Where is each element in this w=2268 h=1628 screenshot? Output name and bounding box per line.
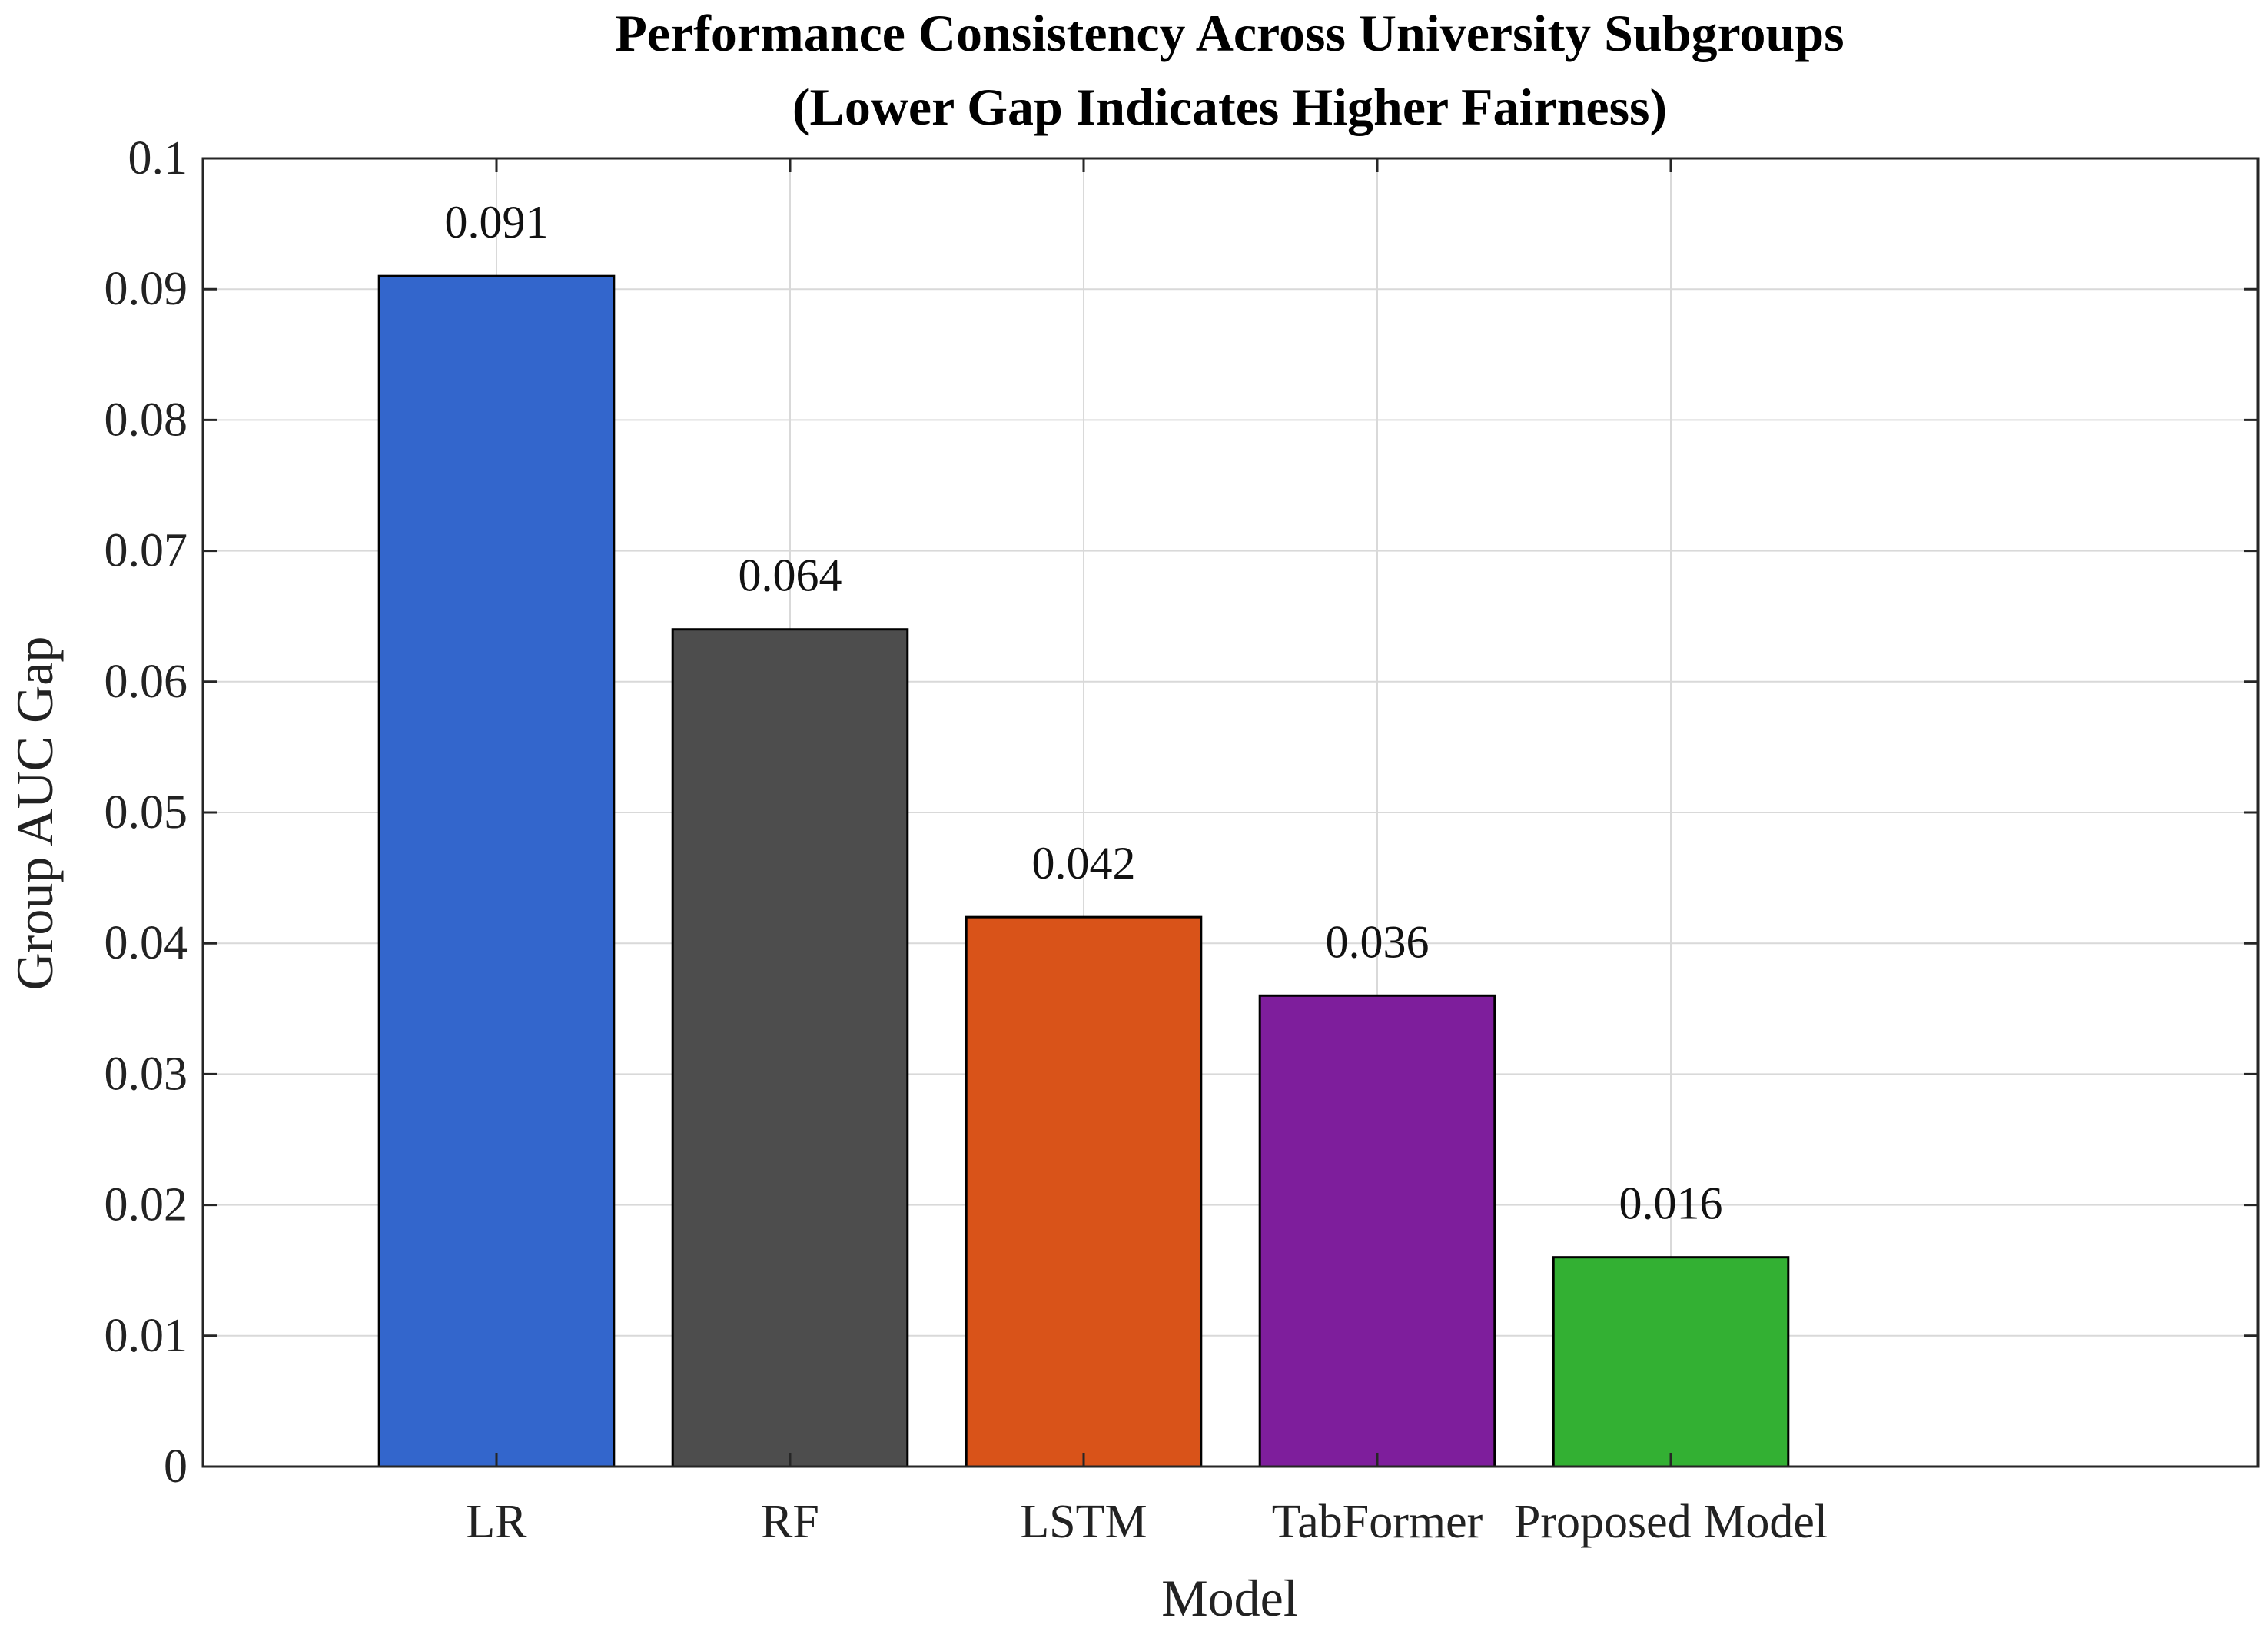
y-tick-label: 0.07	[105, 525, 188, 577]
y-tick-label: 0.03	[105, 1048, 188, 1100]
bar-lstm	[965, 915, 1203, 1468]
data-label: 0.042	[1032, 838, 1136, 889]
y-tick-label: 0.02	[105, 1179, 188, 1231]
bar-tabformer	[1258, 994, 1496, 1468]
x-tick-label: LR	[466, 1496, 527, 1548]
y-tick-label: 0.05	[105, 786, 188, 839]
bar-proposed-model	[1552, 1256, 1790, 1468]
axis-layer: 0 0.01 0.02 0.03 0.04 0.05 0.06 0.07 0.08 0.09 0.1…	[105, 132, 2260, 1548]
y-tick-label: 0.04	[105, 917, 188, 969]
data-label: 0.016	[1619, 1178, 1723, 1229]
data-label-layer: 0.091 0.064 0.042 0.036 0.016	[445, 197, 1723, 1229]
y-tick-label: 0	[164, 1440, 188, 1493]
y-tick-label: 0.08	[105, 394, 188, 446]
chart-title-line-1: Performance Consistency Across Universit…	[615, 4, 1844, 62]
y-tick-label: 0.01	[105, 1310, 188, 1362]
y-tick-label: 0.06	[105, 656, 188, 708]
data-label: 0.064	[739, 550, 842, 601]
x-tick-label: Proposed Model	[1514, 1496, 1828, 1548]
x-tick-label: TabFormer	[1272, 1496, 1483, 1548]
data-label: 0.091	[445, 197, 549, 248]
data-label: 0.036	[1326, 916, 1430, 967]
y-axis-label: Group AUC Gap	[5, 636, 64, 991]
chart-title-line-2: (Lower Gap Indicates Higher Fairness)	[792, 78, 1667, 136]
x-tick-label: RF	[761, 1496, 819, 1548]
bar-lr	[377, 274, 616, 1468]
x-tick-label: LSTM	[1020, 1496, 1147, 1548]
bar-layer	[377, 274, 1790, 1468]
x-axis-label: Model	[1161, 1569, 1298, 1627]
bar-rf	[671, 628, 909, 1468]
y-tick-label: 0.09	[105, 263, 188, 315]
y-tick-label: 0.1	[128, 132, 188, 184]
